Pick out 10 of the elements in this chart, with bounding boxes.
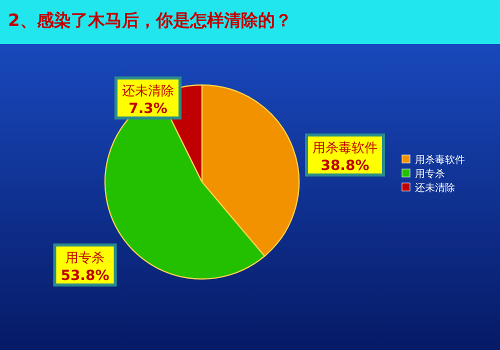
legend-label: 用专杀: [415, 168, 445, 180]
slice-label: 用杀毒软件: [312, 141, 378, 156]
data-label: 53.8%: [60, 268, 110, 284]
legend-label: 用杀毒软件: [415, 154, 465, 166]
chart-title: 2、感染了木马后，你是怎样清除的？: [8, 11, 292, 31]
slice-label: 还未清除: [122, 84, 174, 99]
data-label: 7.3%: [128, 101, 168, 117]
data-label: 38.8%: [320, 158, 370, 174]
legend-label: 还未清除: [415, 182, 455, 194]
slice-label: 用专杀: [66, 251, 104, 266]
